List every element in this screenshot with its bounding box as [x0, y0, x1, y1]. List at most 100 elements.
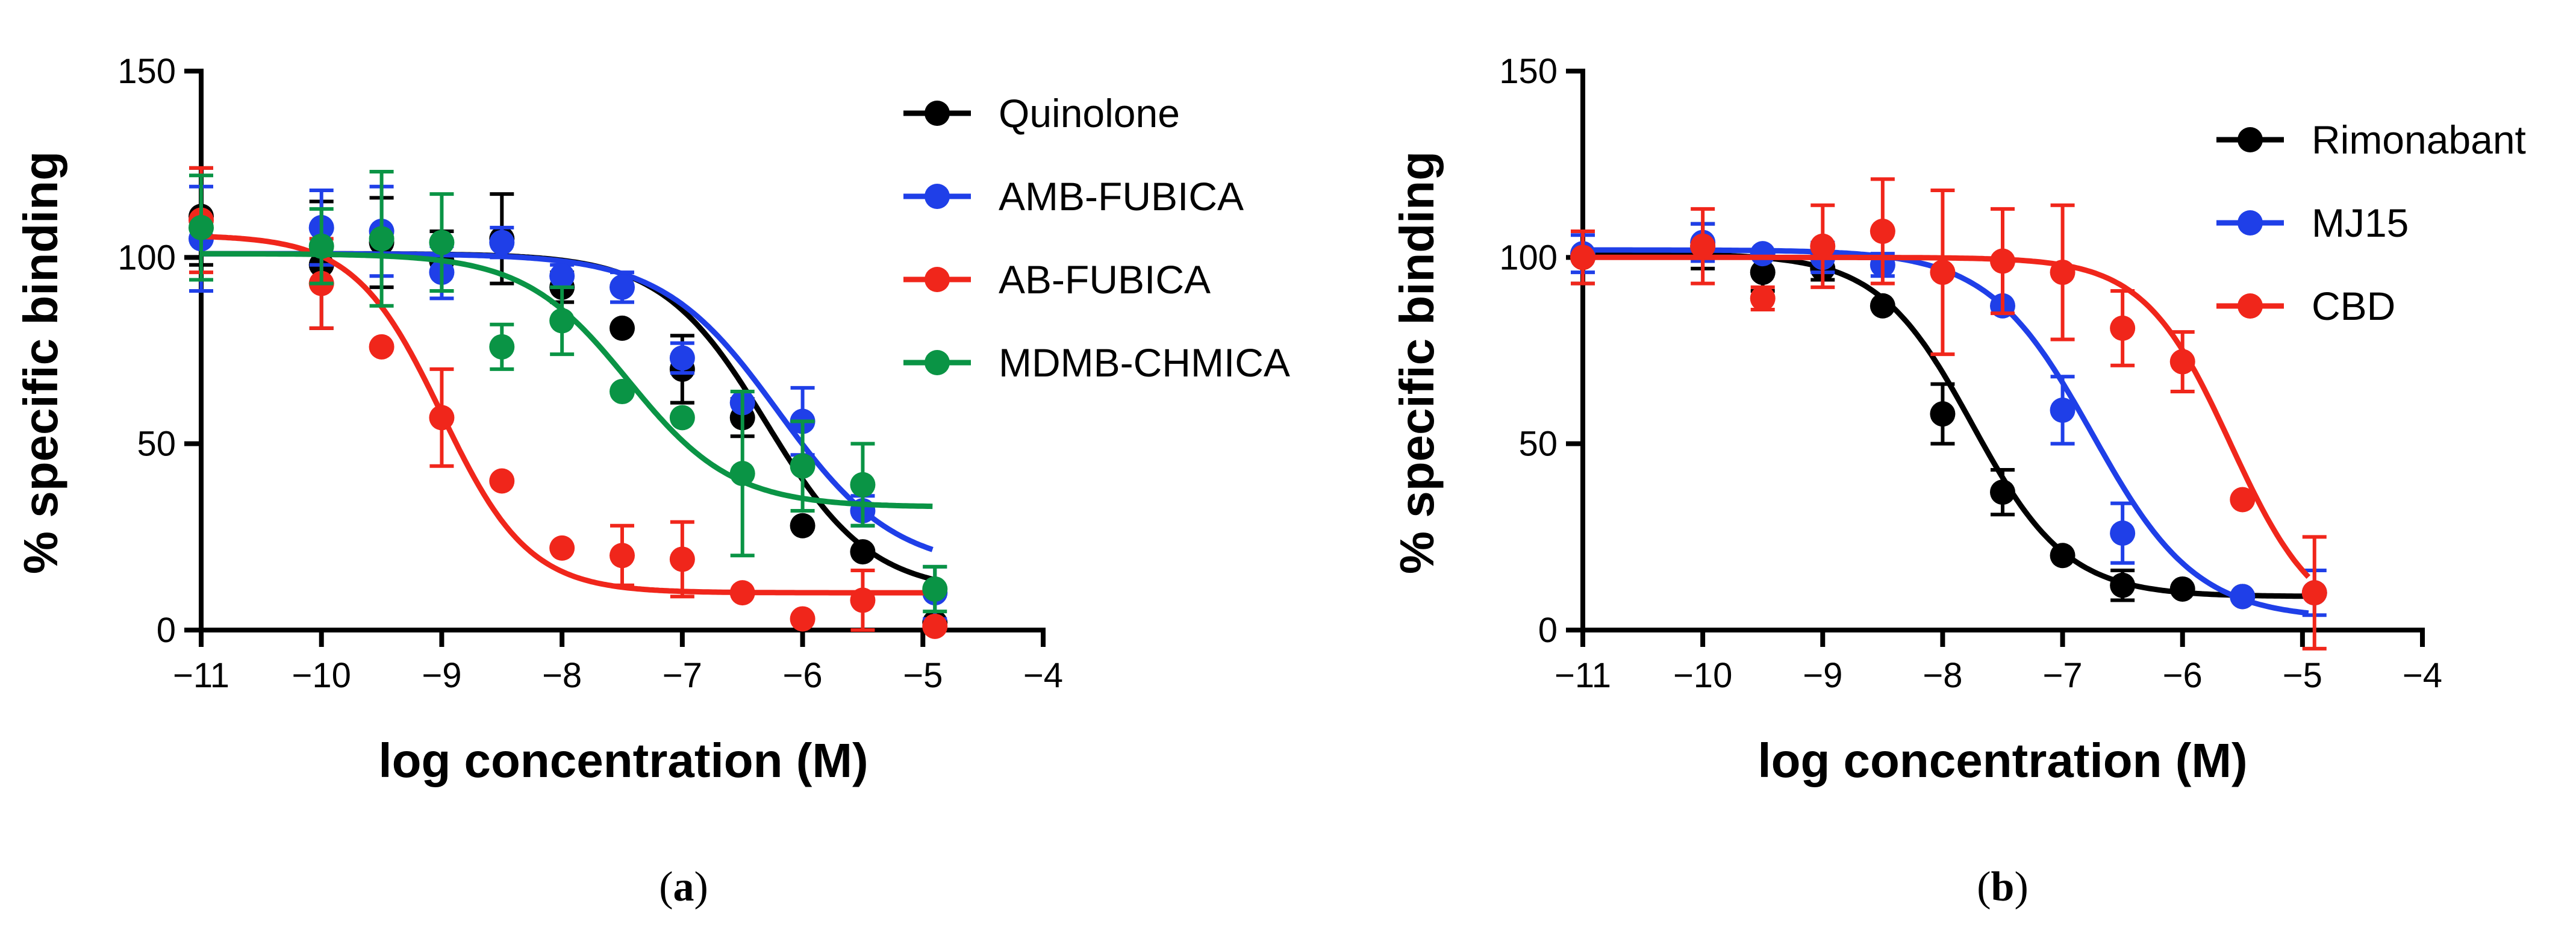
caption-open-paren: ( — [659, 864, 673, 910]
data-point — [2050, 397, 2075, 423]
data-point — [790, 453, 816, 479]
series-quinolone — [189, 166, 948, 635]
y-tick-label: 150 — [117, 52, 176, 91]
x-tick-label: −9 — [1803, 656, 1842, 695]
data-point — [922, 613, 948, 639]
data-point — [669, 405, 695, 431]
data-point — [850, 539, 876, 565]
legend-label: Quinolone — [999, 91, 1180, 136]
data-point — [489, 334, 515, 360]
data-point — [1690, 233, 1716, 259]
x-tick-label: −11 — [1555, 656, 1611, 695]
y-tick-label: 0 — [1538, 611, 1558, 650]
data-point — [2230, 487, 2256, 513]
legend-marker — [925, 101, 950, 126]
x-tick-label: −5 — [903, 656, 943, 695]
data-point — [729, 461, 755, 487]
legend-label: Rimonabant — [2312, 117, 2526, 162]
data-point — [790, 513, 816, 538]
caption-close-paren: ) — [694, 864, 708, 910]
data-point — [1930, 260, 1956, 286]
legend-marker — [2238, 210, 2263, 236]
data-point — [189, 214, 214, 240]
data-point — [2110, 315, 2136, 341]
data-point — [549, 263, 575, 289]
data-point — [790, 606, 816, 632]
data-point — [610, 543, 635, 569]
legend-label: CBD — [2312, 284, 2395, 328]
data-point — [2110, 520, 2136, 546]
data-point — [369, 334, 395, 360]
data-point — [610, 379, 635, 405]
legend-marker — [2238, 293, 2263, 319]
y-tick-label: 150 — [1499, 52, 1558, 91]
data-point — [2050, 260, 2075, 286]
data-point — [2230, 584, 2256, 610]
caption-letter: b — [1991, 864, 2015, 910]
y-tick-label: 100 — [1499, 238, 1558, 277]
y-tick-label: 50 — [1518, 425, 1558, 464]
y-tick-label: 0 — [157, 611, 176, 650]
panel-b-chart: 0 50 100 150 −11 −10 −9 −8 −7 −6 −5 −4 log concentra… — [1390, 52, 2526, 910]
legend-marker — [925, 184, 950, 209]
x-tick-label: −6 — [783, 656, 823, 695]
data-point — [2050, 543, 2075, 569]
caption-letter: a — [673, 864, 694, 910]
x-tick-label: −4 — [1023, 656, 1063, 695]
x-tick-label: −10 — [292, 656, 351, 695]
fit-curve — [1583, 247, 2309, 616]
data-point — [489, 229, 515, 255]
data-point — [1990, 248, 2015, 274]
data-point — [1570, 245, 1595, 270]
legend-marker — [925, 350, 950, 375]
x-tick-label: −10 — [1673, 656, 1732, 695]
x-tick-label: −7 — [2043, 656, 2083, 695]
data-point — [2169, 576, 2195, 602]
legend-marker — [925, 267, 950, 292]
legend-label: MJ15 — [2312, 201, 2409, 245]
data-point — [669, 345, 695, 371]
data-point — [850, 472, 876, 498]
panel-a-chart: 0 50 100 150 −11 −10 −9 −8 −7 −6 −5 −4 log concentra… — [14, 52, 1290, 910]
data-point — [1930, 401, 1956, 427]
data-point — [549, 535, 575, 561]
x-tick-label: −5 — [2283, 656, 2322, 695]
data-point — [549, 308, 575, 334]
x-tick-label: −8 — [542, 656, 582, 695]
data-point — [610, 274, 635, 300]
caption-close-paren: ) — [2014, 864, 2028, 910]
data-point — [1870, 293, 1895, 319]
data-point — [610, 315, 635, 341]
data-point — [308, 233, 334, 259]
y-tick-label: 50 — [137, 425, 176, 464]
data-point — [489, 468, 515, 494]
x-tick-label: −7 — [663, 656, 702, 695]
data-point — [922, 576, 948, 602]
data-point — [1750, 241, 1776, 267]
data-point — [850, 587, 876, 613]
legend-item-ab-fubica: AB-FUBICA — [903, 257, 1211, 302]
caption-open-paren: ( — [1977, 864, 1991, 910]
data-point — [1750, 260, 1776, 286]
data-point — [429, 405, 455, 431]
data-point — [369, 226, 395, 252]
series-ab-fubica — [189, 166, 948, 639]
legend-marker — [2238, 127, 2263, 152]
x-tick-label: −4 — [2403, 656, 2442, 695]
legend-item-mdmb-chmica: MDMB-CHMICA — [903, 340, 1290, 385]
data-point — [2110, 572, 2136, 598]
data-point — [2301, 580, 2327, 606]
x-axis-title: log concentration (M) — [1757, 734, 2247, 787]
x-tick-label: −11 — [173, 656, 229, 695]
y-axis-title: % specific binding — [14, 151, 67, 574]
data-point — [2169, 349, 2195, 375]
legend-item-rimonabant: Rimonabant — [2216, 117, 2526, 162]
x-tick-label: −8 — [1923, 656, 1962, 695]
data-point — [1810, 233, 1836, 259]
series-mdmb-chmica — [189, 170, 948, 614]
legend-label: AMB-FUBICA — [999, 174, 1244, 219]
x-axis-title: log concentration (M) — [378, 734, 868, 787]
legend-item-amb-fubica: AMB-FUBICA — [903, 174, 1244, 219]
data-point — [1870, 219, 1895, 245]
legend-item-mj15: MJ15 — [2216, 201, 2409, 245]
